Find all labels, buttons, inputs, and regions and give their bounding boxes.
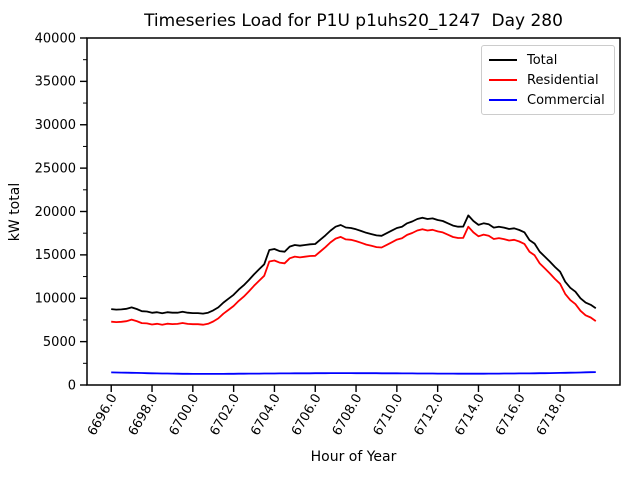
y-tick-label: 40000 <box>35 31 76 46</box>
x-tick-label: 6712.0 <box>411 392 447 439</box>
y-tick-label: 10000 <box>35 292 76 307</box>
x-tick-label: 6714.0 <box>452 392 488 439</box>
legend-line-commercial <box>489 99 517 101</box>
legend-item-commercial: Commercial <box>489 90 605 110</box>
legend-label-residential: Residential <box>527 72 599 88</box>
x-tick-label: 6708.0 <box>330 392 366 439</box>
x-tick-label: 6696.0 <box>85 392 121 439</box>
x-tick-label: 6704.0 <box>248 392 284 439</box>
x-tick-label: 6700.0 <box>167 392 203 439</box>
y-tick-label: 25000 <box>35 161 76 176</box>
y-tick-label: 5000 <box>43 335 76 350</box>
y-tick-label: 30000 <box>35 118 76 133</box>
series-line-total <box>111 214 597 315</box>
chart-title: Timeseries Load for P1U p1uhs20_1247 Day… <box>143 11 563 31</box>
x-tick-label: 6706.0 <box>289 392 325 439</box>
x-tick-label: 6710.0 <box>371 392 407 439</box>
y-tick-label: 0 <box>68 378 76 393</box>
legend-line-residential <box>489 79 517 81</box>
y-tick-label: 35000 <box>35 75 76 90</box>
x-tick-label: 6702.0 <box>207 392 243 439</box>
y-tick-label: 15000 <box>35 248 76 263</box>
y-tick-label: 20000 <box>35 205 76 220</box>
legend-label-commercial: Commercial <box>527 92 605 108</box>
y-axis-label: kW total <box>7 183 23 241</box>
series-line-commercial <box>111 371 596 375</box>
legend-label-total: Total <box>527 52 558 68</box>
legend-item-residential: Residential <box>489 70 605 90</box>
axes-frame <box>86 37 621 386</box>
x-tick-label: 6716.0 <box>493 392 529 439</box>
series-line-residential <box>111 225 597 326</box>
legend-line-total <box>489 59 517 61</box>
legend: Total Residential Commercial <box>481 45 615 115</box>
x-tick-label: 6698.0 <box>126 392 162 439</box>
x-axis-label: Hour of Year <box>311 449 397 465</box>
legend-item-total: Total <box>489 50 605 70</box>
x-tick-label: 6718.0 <box>534 392 570 439</box>
